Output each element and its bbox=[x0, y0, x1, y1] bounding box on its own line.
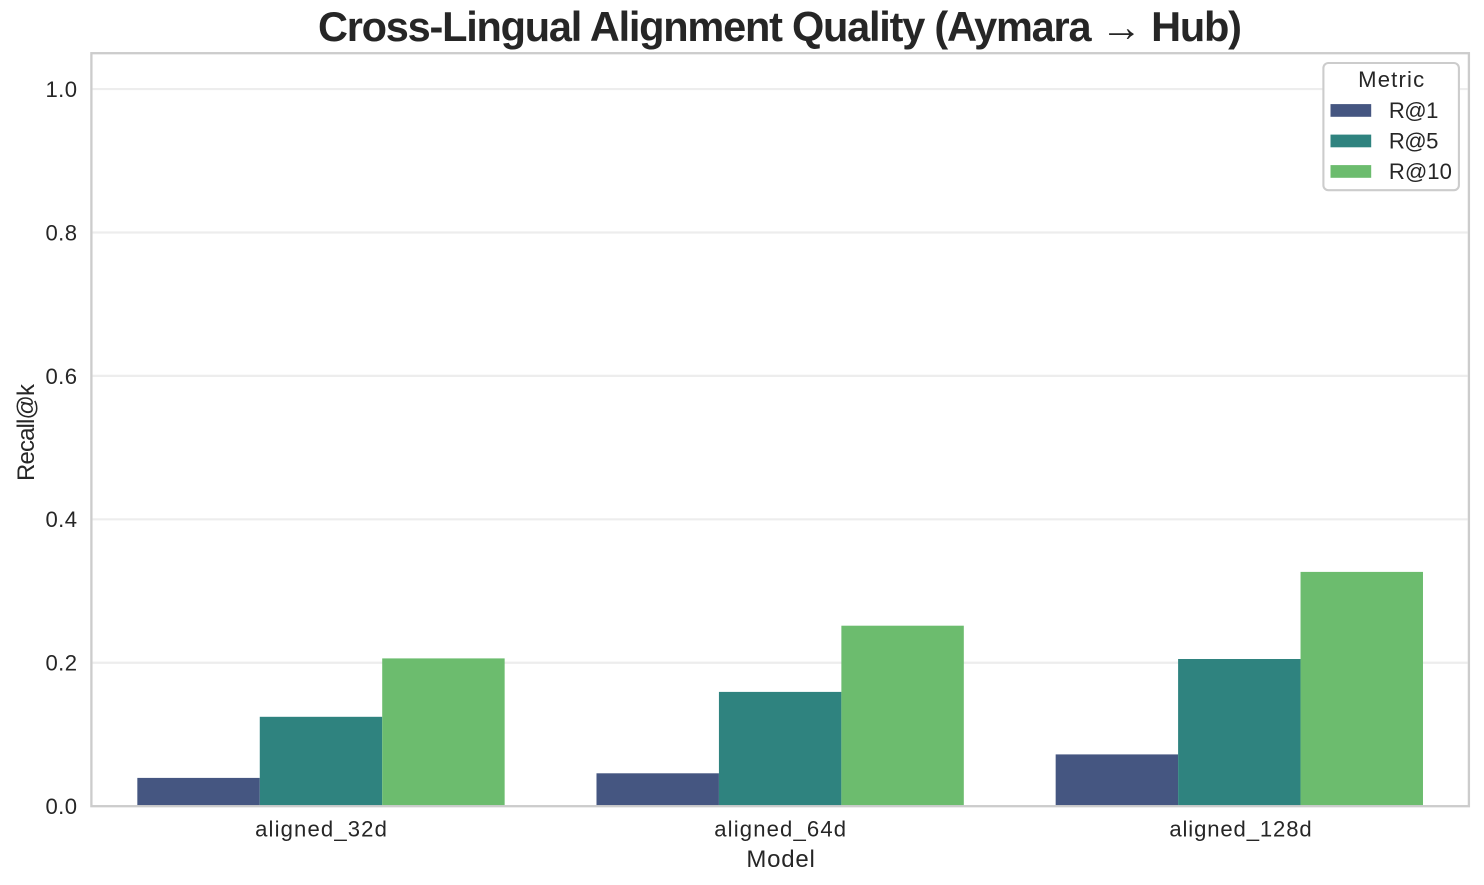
svg-text:R@5: R@5 bbox=[1389, 129, 1439, 154]
svg-text:0.0: 0.0 bbox=[46, 794, 78, 819]
svg-text:Recall@k: Recall@k bbox=[13, 383, 40, 481]
svg-text:0.6: 0.6 bbox=[46, 364, 78, 389]
svg-text:Model: Model bbox=[746, 846, 815, 873]
svg-text:R@10: R@10 bbox=[1389, 159, 1452, 184]
svg-text:0.4: 0.4 bbox=[46, 507, 78, 532]
svg-text:aligned_32d: aligned_32d bbox=[255, 817, 387, 842]
svg-text:1.0: 1.0 bbox=[46, 77, 78, 102]
svg-text:aligned_128d: aligned_128d bbox=[1169, 817, 1311, 842]
svg-text:Cross-Lingual Alignment Qualit: Cross-Lingual Alignment Quality (Aymara … bbox=[318, 3, 1242, 50]
svg-text:0.8: 0.8 bbox=[46, 220, 78, 245]
svg-text:0.2: 0.2 bbox=[46, 651, 78, 676]
svg-text:Metric: Metric bbox=[1358, 67, 1424, 92]
svg-text:R@1: R@1 bbox=[1389, 98, 1439, 123]
svg-text:aligned_64d: aligned_64d bbox=[714, 817, 846, 842]
